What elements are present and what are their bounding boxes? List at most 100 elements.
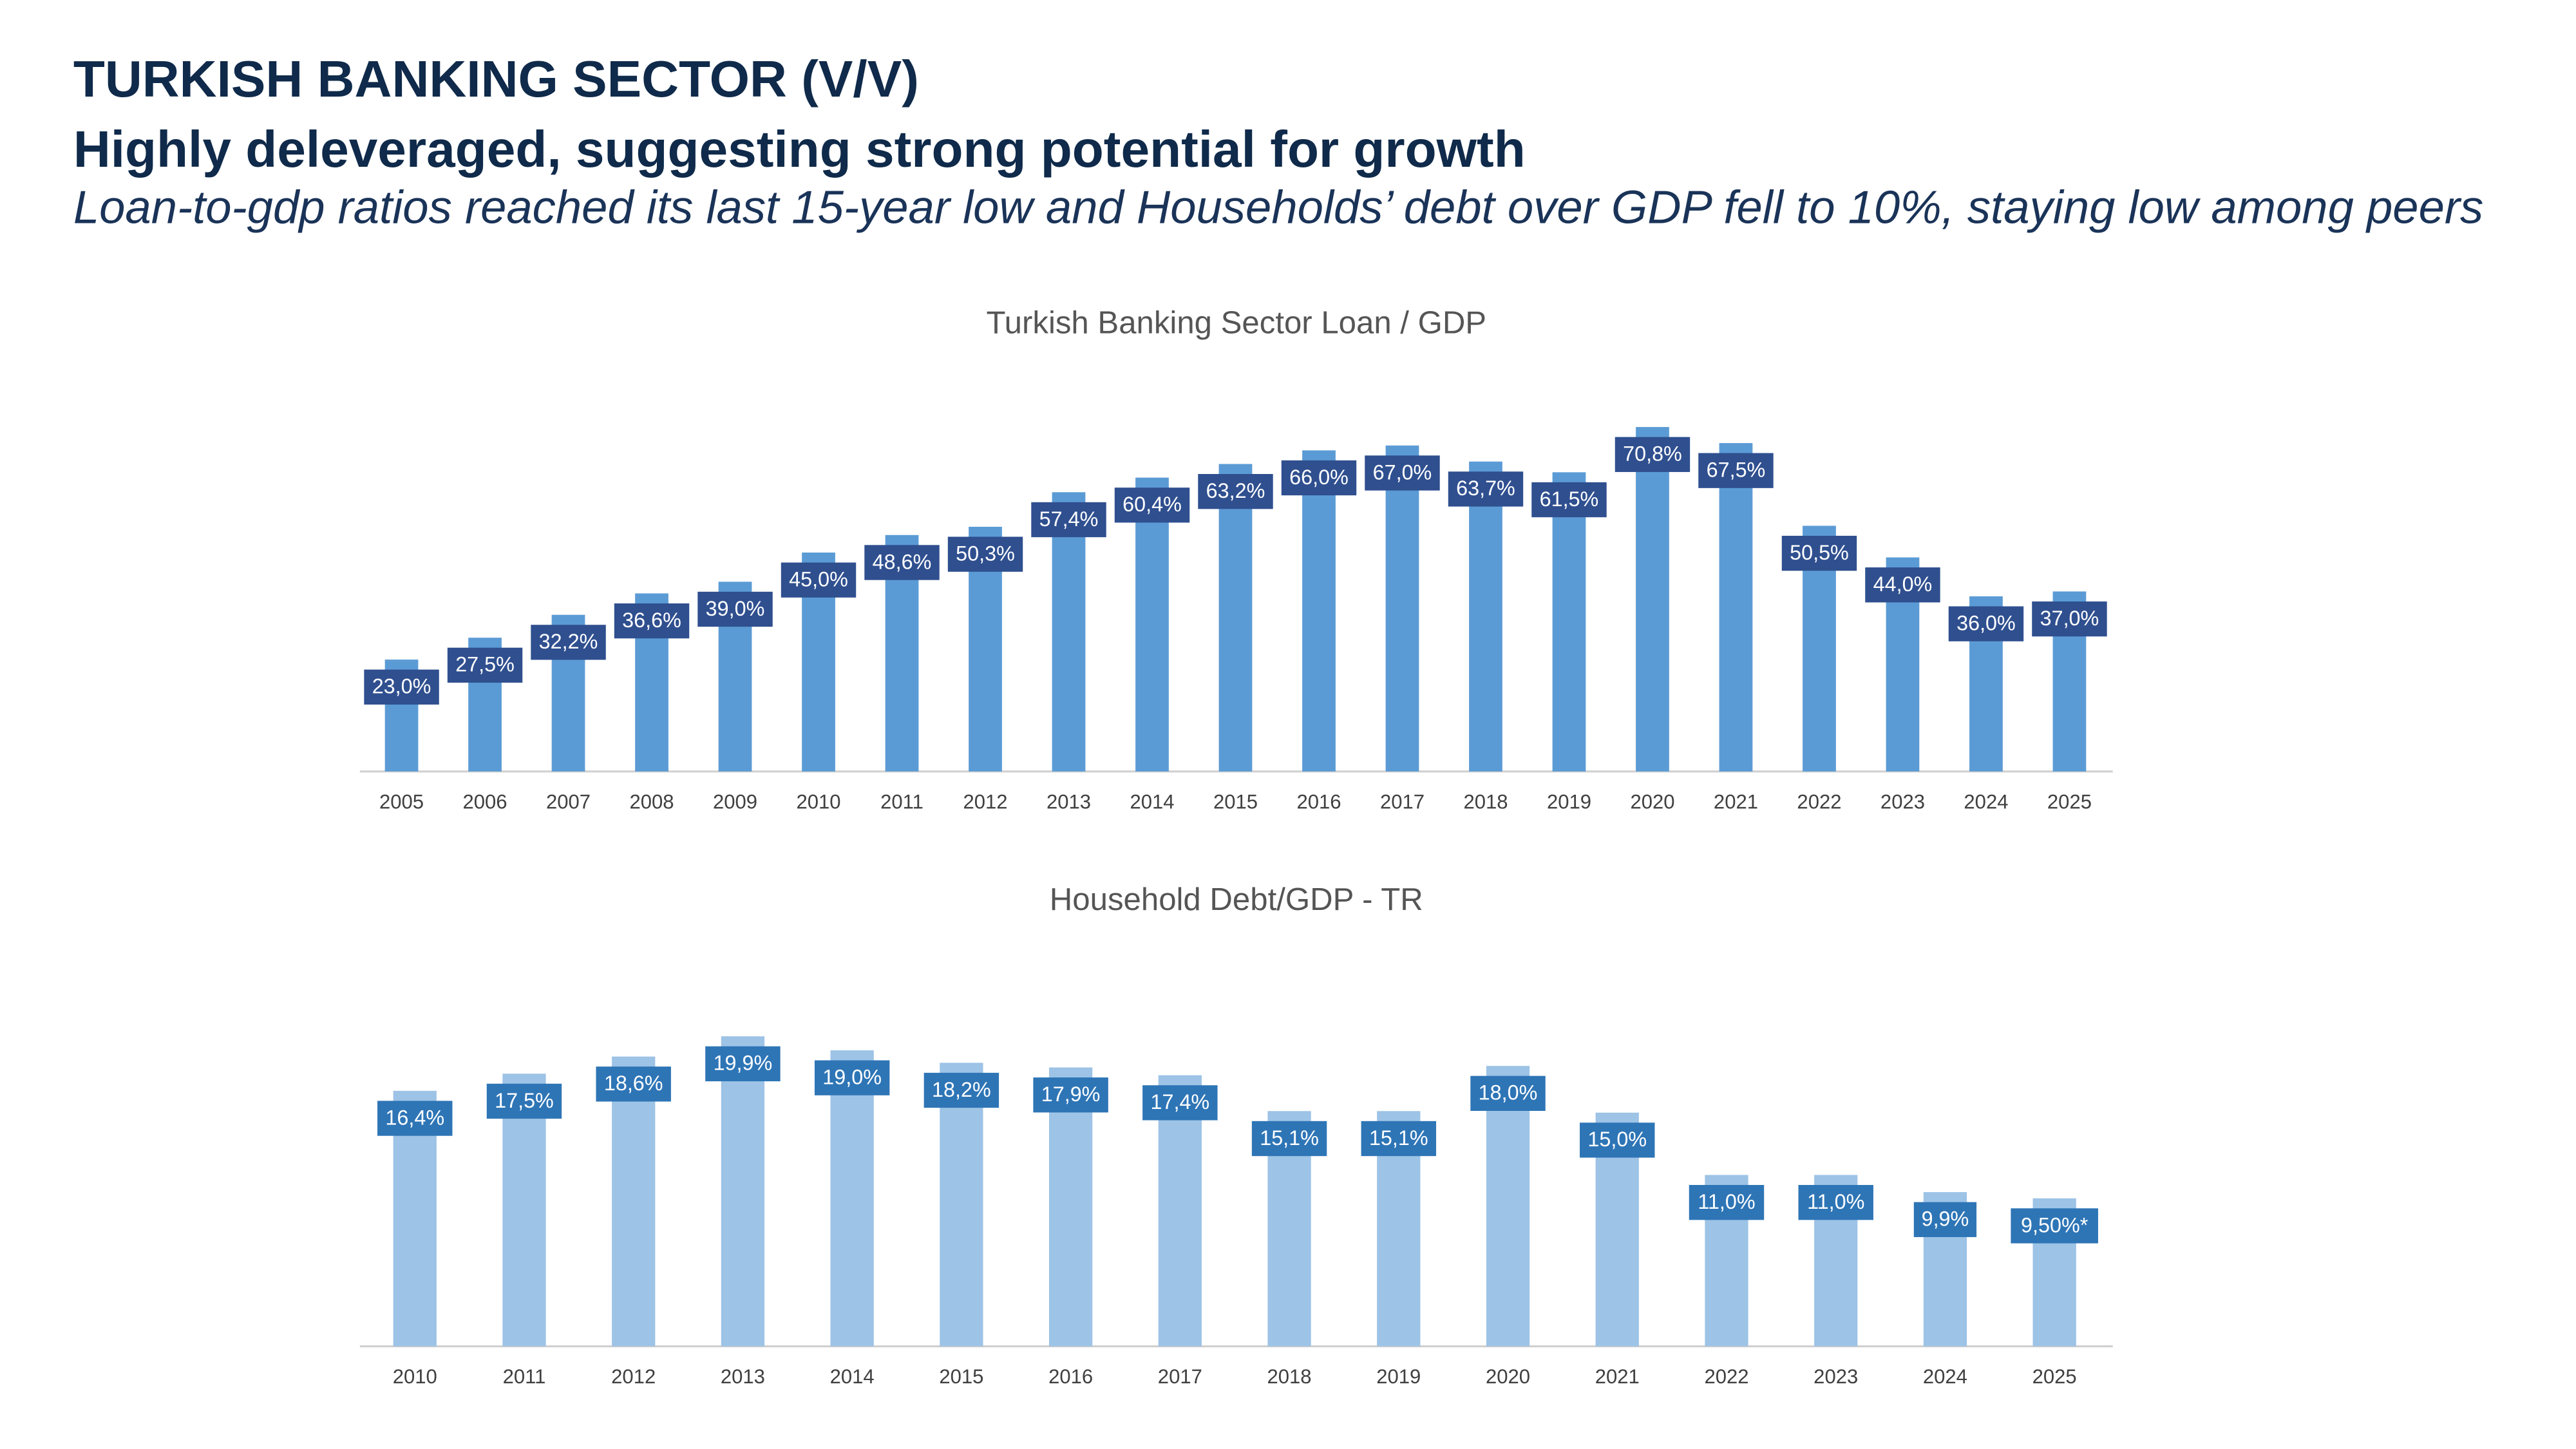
value-label: 15,0% [1587,1128,1647,1151]
x-tick-label: 2010 [393,1365,437,1388]
value-label-box [1142,1085,1218,1121]
bar [1135,477,1169,772]
bar [1486,1066,1530,1347]
header: TURKISH BANKING SECTOR (V/V) Highly dele… [73,50,2484,234]
x-tick-label: 2015 [939,1365,983,1388]
value-label-box [1251,1121,1327,1157]
bar [1719,443,1753,772]
value-label-box [1913,1202,1977,1237]
value-label-box [2032,601,2107,637]
value-label: 63,7% [1456,477,1515,500]
x-tick-label: 2025 [2032,1365,2077,1388]
x-tick-label: 2017 [1380,790,1425,813]
value-label: 48,6% [873,550,932,573]
value-label: 15,1% [1369,1126,1428,1150]
value-label: 11,0% [1698,1190,1755,1213]
value-label-box [1361,1121,1437,1157]
x-tick-label: 2025 [2047,790,2092,813]
x-tick-label: 2022 [1704,1365,1748,1388]
bar [830,1050,874,1347]
x-tick-label: 2006 [463,790,507,813]
value-label-box [614,603,690,639]
value-label: 17,4% [1151,1090,1210,1113]
value-label-box [1781,535,1857,571]
value-label: 18,6% [604,1072,663,1095]
value-label-box [947,536,1023,572]
bar [1158,1075,1202,1347]
bar [1052,492,1086,772]
x-tick-label: 2009 [713,790,757,813]
value-label-box [364,669,439,705]
value-label-box [781,562,857,598]
value-label: 39,0% [706,597,765,620]
value-label-box [1531,482,1607,518]
x-tick-label: 2021 [1595,1365,1640,1388]
value-label-box [1281,460,1357,496]
value-label-box [2011,1208,2098,1244]
value-label: 50,5% [1790,541,1849,564]
value-label-box [1698,453,1774,488]
value-label: 37,0% [2040,607,2099,630]
chart-title: Turkish Banking Sector Loan / GDP [986,306,1486,341]
value-label-box [705,1046,781,1082]
x-tick-label: 2019 [1547,790,1591,813]
value-label: 36,0% [1956,612,2016,635]
x-tick-label: 2020 [1630,790,1674,813]
value-label: 63,2% [1206,479,1265,502]
value-label-box [814,1060,890,1095]
subtitle: Highly deleveraged, suggesting strong po… [73,119,1526,178]
value-label: 18,0% [1479,1081,1538,1104]
x-tick-label: 2023 [1880,790,1925,813]
bar [612,1056,656,1347]
x-tick-label: 2016 [1048,1365,1093,1388]
value-label: 57,4% [1039,507,1099,531]
x-tick-label: 2011 [880,790,923,813]
bar [721,1036,765,1347]
x-tick-label: 2018 [1267,1365,1312,1388]
value-label: 18,2% [932,1078,991,1101]
x-tick-label: 2015 [1213,790,1258,813]
value-label-box [1470,1075,1546,1112]
value-label-box [447,647,523,683]
x-tick-label: 2011 [503,1365,546,1388]
value-label-box [377,1101,453,1136]
x-tick-label: 2008 [630,790,674,813]
value-label-box [923,1072,999,1108]
value-label-box [1615,437,1690,472]
value-label-box [486,1083,562,1119]
chart-title: Household Debt/GDP - TR [1050,882,1423,917]
value-label-box [1689,1185,1765,1220]
bar [1048,1067,1093,1347]
bar [1469,461,1502,772]
x-tick-label: 2012 [611,1365,656,1388]
value-label-box [1948,606,2024,641]
value-label-box [1798,1185,1873,1220]
value-label-box [1448,471,1524,507]
value-label: 44,0% [1873,573,1933,596]
value-label-box [1114,488,1190,523]
value-label: 36,6% [622,609,681,632]
value-label: 11,0% [1807,1190,1864,1213]
bar [1385,445,1419,772]
bar [940,1063,983,1347]
value-label-box [1031,502,1106,538]
value-label: 17,5% [495,1089,554,1112]
value-label-box [1198,474,1273,509]
description: Loan-to-gdp ratios reached its last 15-y… [73,182,2484,234]
value-label-box [1365,455,1440,491]
x-tick-label: 2014 [1130,790,1174,813]
value-label-box [1580,1122,1655,1158]
value-label: 70,8% [1623,442,1682,466]
x-tick-label: 2019 [1376,1365,1421,1388]
value-label: 19,9% [714,1052,773,1075]
x-tick-label: 2024 [1964,790,2008,813]
value-label-box [596,1066,671,1102]
value-label: 67,5% [1707,459,1766,482]
value-label: 19,0% [822,1065,882,1088]
value-label-box [531,625,606,660]
x-tick-label: 2007 [546,790,591,813]
value-label: 32,2% [539,630,598,653]
bar [1552,472,1586,772]
x-tick-label: 2013 [1046,790,1091,813]
value-label: 60,4% [1122,493,1182,516]
